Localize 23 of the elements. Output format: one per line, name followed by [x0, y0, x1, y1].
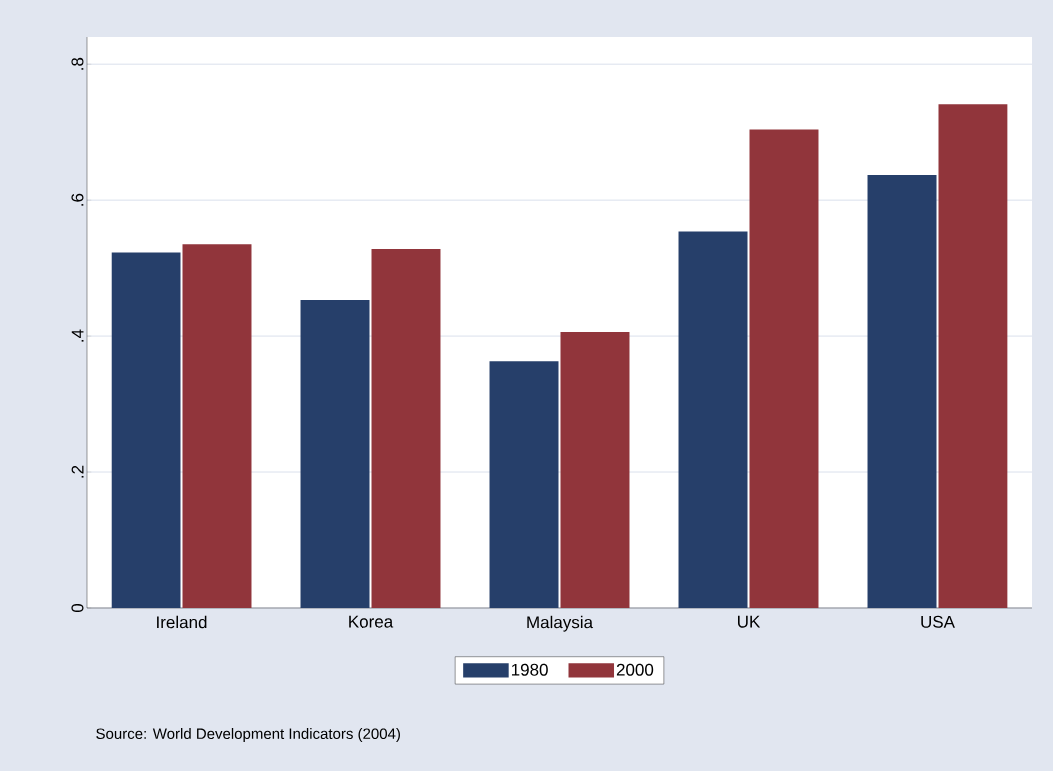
bar [867, 174, 937, 608]
source-note: Source: World Development Indicators (2004) [96, 727, 400, 742]
bar [560, 332, 630, 608]
bar [111, 252, 181, 608]
y-tick-label: .2 [71, 465, 84, 478]
x-tick-label: Korea [349, 615, 394, 628]
x-tick-label: Ireland [157, 615, 207, 629]
y-tick-label: 0 [71, 603, 84, 613]
y-tick-label: .8 [71, 57, 84, 70]
x-tick-label: UK [738, 615, 761, 628]
legend-label: 1980 [511, 663, 548, 676]
bar [489, 361, 559, 608]
bar [371, 249, 441, 608]
bar [938, 104, 1008, 608]
bar [749, 129, 819, 608]
y-tick-label: .6 [71, 193, 84, 206]
x-tick-label: USA [921, 615, 955, 628]
legend-label: 2000 [616, 663, 654, 676]
x-tick-label: Malaysia [527, 615, 594, 632]
bar [678, 231, 748, 608]
bar [182, 244, 252, 608]
bar [300, 300, 370, 608]
y-tick-label: .4 [71, 329, 84, 342]
